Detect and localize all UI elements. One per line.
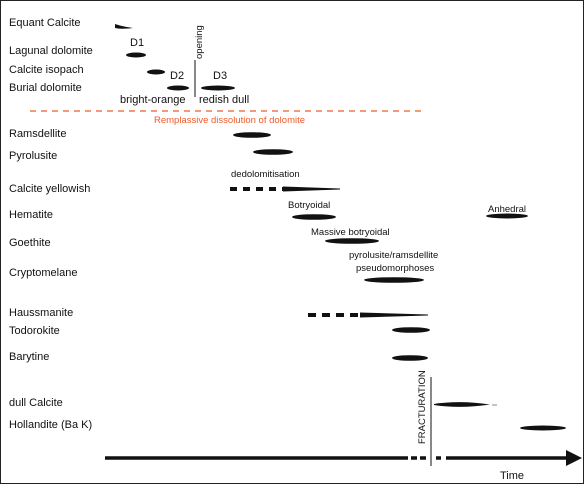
- phase-label-dull-calcite: dull Calcite: [9, 397, 63, 409]
- bar-burial-dolomite-d2: [167, 85, 189, 91]
- bar-barytine: [392, 355, 428, 361]
- phase-label-calcite-isopach: Calcite isopach: [9, 64, 84, 76]
- phase-label-calcite-yellowish: Calcite yellowish: [9, 183, 90, 195]
- time-axis-arrowhead: [566, 450, 582, 466]
- phase-label-goethite: Goethite: [9, 237, 51, 249]
- bar-calcite-isopach: [147, 69, 165, 75]
- bar-calcite-yellowish: [283, 186, 340, 192]
- bar-equant-calcite: [115, 24, 133, 29]
- phase-label-barytine: Barytine: [9, 351, 49, 363]
- bar-dull-calcite: [434, 402, 490, 407]
- phase-label-haussmanite: Haussmanite: [9, 307, 73, 319]
- label-d1: D1: [130, 37, 144, 49]
- bar-hollandite: [520, 425, 566, 431]
- label-anhedral: Anhedral: [488, 204, 526, 215]
- bar-cryptomelane: [364, 277, 424, 283]
- bar-todorokite: [392, 327, 430, 333]
- bar-burial-dolomite-d3: [201, 85, 235, 91]
- label-dissolution: Remplassive dissolution of dolomite: [154, 115, 305, 126]
- bar-pyrolusite: [253, 149, 293, 155]
- label-botryoidal: Botryoidal: [288, 200, 330, 211]
- phase-label-equant-calcite: Equant Calcite: [9, 17, 81, 29]
- label-opening: opening: [194, 25, 205, 59]
- phase-label-lagunal-dolomite: Lagunal dolomite: [9, 45, 93, 57]
- label-pseudomorphoses-line1: pyrolusite/ramsdellite: [349, 250, 438, 261]
- bar-goethite: [325, 238, 379, 244]
- label-bright-orange: bright-orange: [120, 94, 185, 106]
- bar-lagunal-dolomite: [126, 52, 146, 58]
- phase-label-hematite: Hematite: [9, 209, 53, 221]
- label-d3: D3: [213, 70, 227, 82]
- bar-hematite-botryoidal: [292, 214, 336, 220]
- phase-label-burial-dolomite: Burial dolomite: [9, 82, 82, 94]
- label-d2: D2: [170, 70, 184, 82]
- label-pseudomorphoses-line2: pseudomorphoses: [356, 263, 434, 274]
- label-fracturation: FRACTURATION: [417, 370, 428, 444]
- phase-label-ramsdellite: Ramsdellite: [9, 128, 66, 140]
- bar-hematite-anhedral: [486, 213, 528, 219]
- bar-haussmanite: [360, 312, 428, 318]
- label-dedolomitisation: dedolomitisation: [231, 169, 300, 180]
- phase-label-pyrolusite: Pyrolusite: [9, 150, 57, 162]
- label-massive-botryoidal: Massive botryoidal: [311, 227, 390, 238]
- label-redish-dull: redish dull: [199, 94, 249, 106]
- bar-ramsdellite: [233, 132, 271, 138]
- phase-label-cryptomelane: Cryptomelane: [9, 267, 77, 279]
- phase-label-todorokite: Todorokite: [9, 325, 60, 337]
- phase-label-hollandite: Hollandite (Ba K): [9, 419, 92, 431]
- label-time: Time: [500, 470, 524, 482]
